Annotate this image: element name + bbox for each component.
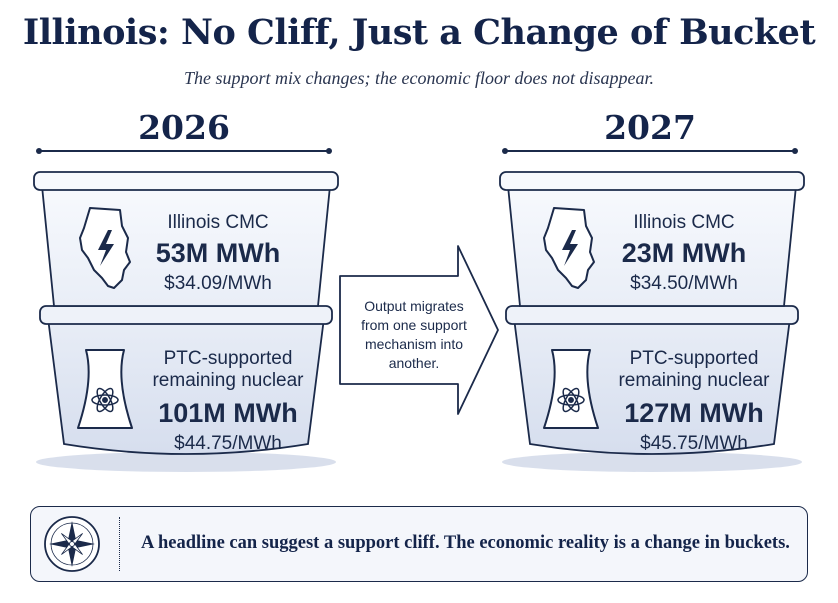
year-rule-2026	[36, 146, 332, 156]
cooling-tower-atom-icon	[77, 349, 133, 429]
ptc-label-line2: remaining nuclear	[618, 370, 770, 391]
cooling-tower-atom-icon	[543, 349, 599, 429]
cmc-label: Illinois CMC	[167, 212, 269, 233]
ptc-block-2026: PTC-supported remaining nuclear 101M MWh…	[130, 348, 326, 455]
cmc-block-2027: Illinois CMC 23M MWh $34.50/MWh	[594, 212, 774, 295]
arrow-caption-line: Output migrates	[364, 298, 464, 314]
ptc-block-2027: PTC-supported remaining nuclear 127M MWh…	[596, 348, 792, 455]
ptc-volume: 127M MWh	[624, 398, 764, 428]
takeaway-callout: A headline can suggest a support cliff. …	[30, 506, 808, 582]
illinois-lightning-icon	[543, 207, 595, 289]
callout-divider	[119, 517, 120, 571]
compass-rose-icon	[44, 516, 100, 572]
ptc-price: $45.75/MWh	[640, 433, 748, 454]
ptc-label-line1: PTC-supported	[163, 348, 293, 369]
cmc-volume: 53M MWh	[155, 238, 281, 268]
ptc-label-line2: remaining nuclear	[152, 370, 304, 391]
cmc-label: Illinois CMC	[633, 212, 735, 233]
ptc-label-line1: PTC-supported	[629, 348, 759, 369]
ptc-price: $44.75/MWh	[174, 433, 282, 454]
arrow-caption-line: from one support	[361, 317, 467, 333]
arrow-caption: Output migrates from one support mechani…	[358, 297, 470, 373]
bucket-shadow-2026	[36, 452, 336, 472]
arrow-caption-line: mechanism into	[364, 336, 464, 352]
year-heading-2027: 2027	[604, 108, 696, 147]
ptc-volume: 101M MWh	[158, 398, 298, 428]
bucket-shadow-2027	[502, 452, 802, 472]
cmc-price: $34.09/MWh	[164, 273, 272, 294]
arrow-caption-line: another.	[388, 355, 440, 371]
cmc-price: $34.50/MWh	[630, 273, 738, 294]
page-title: Illinois: No Cliff, Just a Change of Buc…	[22, 12, 816, 53]
takeaway-text: A headline can suggest a support cliff. …	[141, 533, 790, 553]
year-heading-2026: 2026	[138, 108, 230, 147]
page-subtitle: The support mix changes; the economic fl…	[184, 68, 654, 88]
illinois-lightning-icon	[79, 207, 131, 289]
cmc-volume: 23M MWh	[621, 238, 747, 268]
cmc-block-2026: Illinois CMC 53M MWh $34.09/MWh	[128, 212, 308, 295]
migration-arrow	[339, 245, 499, 415]
year-rule-2027	[502, 146, 798, 156]
